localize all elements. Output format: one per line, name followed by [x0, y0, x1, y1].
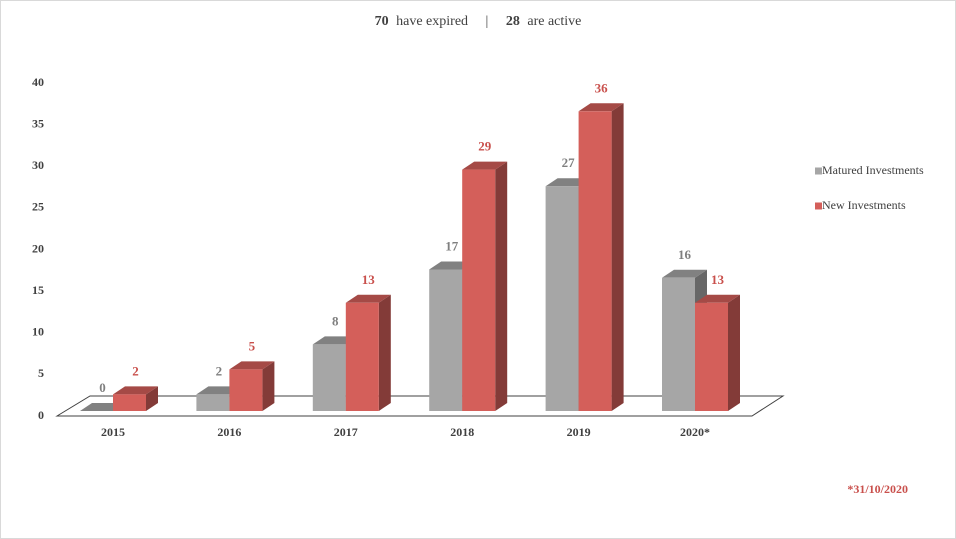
value-label: 13 — [711, 272, 725, 287]
x-tick-label: 2020* — [680, 425, 710, 439]
x-tick-label: 2015 — [101, 425, 125, 439]
y-tick-label: 40 — [32, 75, 44, 89]
legend-label: Matured Investments — [822, 163, 924, 177]
bar-side — [262, 361, 275, 411]
y-tick-label: 10 — [32, 325, 44, 339]
value-label: 27 — [562, 155, 576, 170]
x-tick-label: 2018 — [450, 425, 474, 439]
y-tick-label: 20 — [32, 241, 44, 255]
y-tick-label: 15 — [32, 283, 44, 297]
value-label: 17 — [445, 238, 459, 253]
bar — [113, 394, 146, 411]
summary-count: 28 — [506, 14, 520, 29]
bar-side — [146, 386, 158, 411]
bar-top — [462, 161, 508, 170]
bar — [196, 394, 230, 411]
bar-side — [611, 103, 624, 412]
bar — [545, 186, 579, 411]
x-tick-label: 2019 — [567, 425, 591, 439]
y-tick-label: 25 — [32, 200, 44, 214]
bar-side — [378, 294, 391, 411]
bar — [662, 277, 695, 411]
footnote: *31/10/2020 — [847, 482, 908, 496]
value-label: 16 — [678, 247, 692, 262]
summary-separator: | — [486, 14, 489, 29]
x-tick-label: 2017 — [334, 425, 358, 439]
bar-top — [345, 294, 391, 303]
x-tick-label: 2016 — [217, 425, 241, 439]
value-label: 29 — [478, 139, 492, 154]
legend-label: New Investments — [822, 198, 906, 212]
bar — [345, 302, 379, 411]
value-label: 0 — [99, 380, 106, 395]
summary-text: are active — [527, 14, 581, 29]
bar-side — [728, 294, 740, 411]
value-label: 8 — [332, 313, 339, 328]
bar-top — [578, 103, 624, 112]
bar-top — [229, 361, 275, 370]
legend-swatch — [815, 167, 822, 175]
bar-top — [695, 294, 740, 303]
bar — [695, 302, 728, 411]
value-label: 13 — [362, 272, 376, 287]
bar — [429, 269, 463, 411]
bar-top — [113, 386, 158, 395]
summary-count: 70 — [375, 14, 389, 29]
bar — [229, 369, 263, 411]
summary: 70 have expired | 28 are active — [375, 14, 582, 29]
y-tick-label: 30 — [32, 158, 44, 172]
value-label: 5 — [249, 338, 256, 353]
bar — [462, 169, 496, 411]
y-tick-label: 35 — [32, 116, 44, 130]
y-tick-label: 0 — [38, 408, 44, 422]
y-tick-label: 5 — [38, 366, 44, 380]
bar — [312, 344, 346, 411]
value-label: 2 — [132, 363, 139, 378]
bar — [578, 111, 612, 412]
bar-side — [495, 161, 508, 411]
summary-text: have expired — [396, 14, 468, 29]
bar-top — [662, 269, 707, 278]
legend-swatch — [815, 202, 822, 210]
value-label: 2 — [216, 363, 223, 378]
value-label: 36 — [595, 80, 609, 95]
